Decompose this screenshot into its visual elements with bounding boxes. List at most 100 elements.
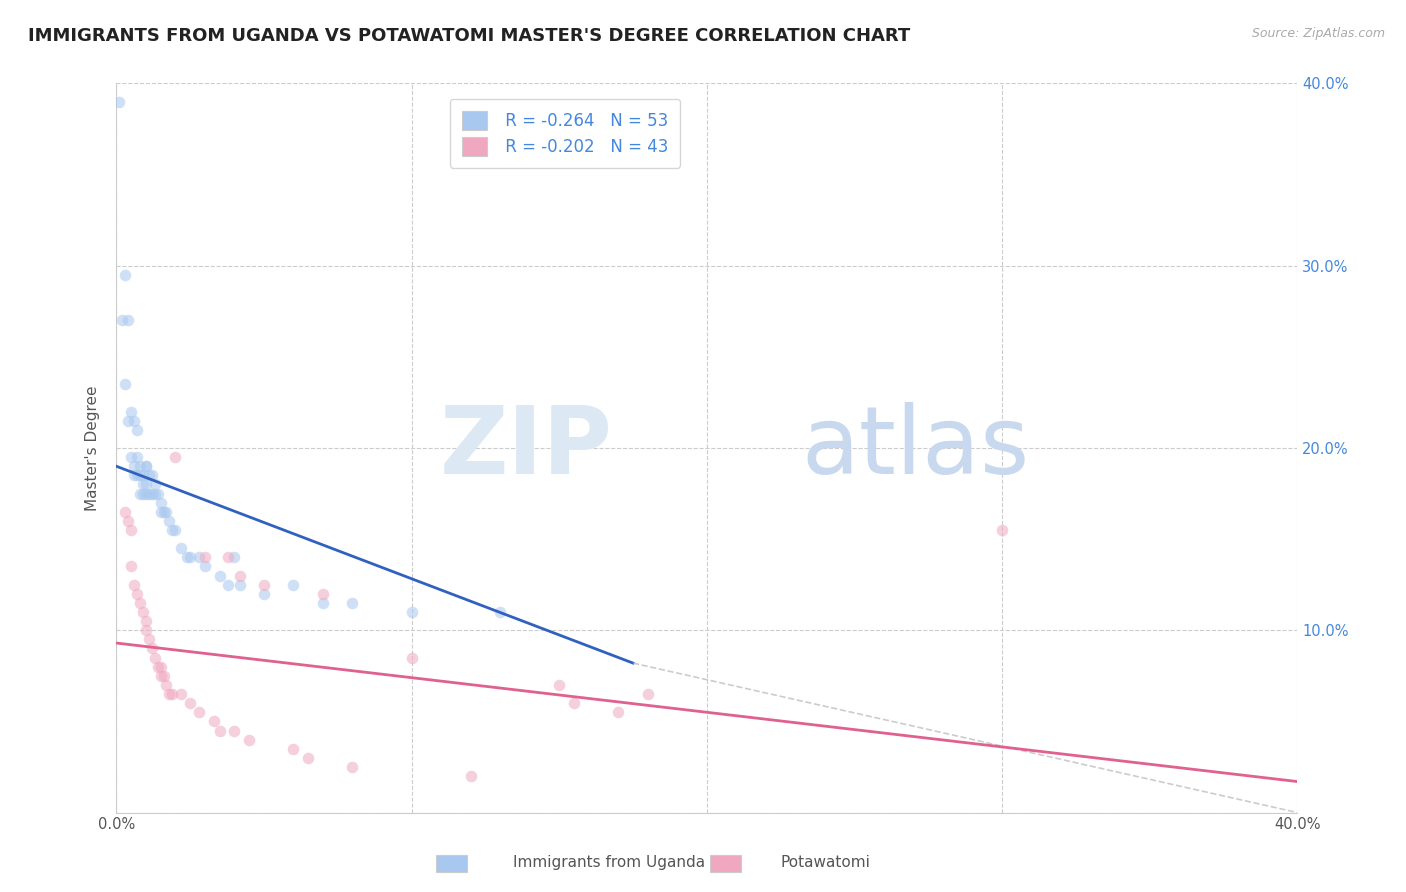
Point — [114, 268, 136, 282]
Point — [128, 596, 150, 610]
Point — [194, 550, 217, 565]
Point — [224, 723, 246, 738]
Point — [229, 568, 252, 582]
Point — [208, 723, 231, 738]
Point — [179, 550, 201, 565]
Point — [125, 423, 148, 437]
Point — [179, 696, 201, 710]
Point — [132, 468, 155, 483]
Point — [143, 486, 166, 500]
Point — [135, 614, 157, 628]
Point — [489, 605, 512, 619]
Point — [342, 760, 364, 774]
Point — [114, 505, 136, 519]
Point — [111, 313, 134, 327]
Point — [117, 313, 139, 327]
Point — [122, 577, 145, 591]
Point — [176, 550, 198, 565]
Point — [607, 706, 630, 720]
Point — [120, 559, 142, 574]
Point — [238, 732, 260, 747]
Point — [125, 450, 148, 464]
Point — [562, 696, 585, 710]
Point — [312, 587, 335, 601]
Point — [217, 550, 239, 565]
Point — [132, 605, 155, 619]
Point — [202, 714, 225, 729]
Point — [187, 706, 209, 720]
Point — [143, 650, 166, 665]
Point — [155, 678, 177, 692]
Text: Potawatomi: Potawatomi — [780, 855, 870, 870]
Point — [194, 559, 217, 574]
Point — [146, 659, 169, 673]
Point — [224, 550, 246, 565]
Point — [149, 496, 172, 510]
Point — [460, 769, 482, 783]
Point — [637, 687, 659, 701]
Point — [141, 468, 163, 483]
Point — [229, 577, 252, 591]
Point — [149, 505, 172, 519]
Point — [283, 741, 305, 756]
Point — [401, 605, 423, 619]
Point — [253, 577, 276, 591]
Point — [548, 678, 571, 692]
Point — [149, 669, 172, 683]
Text: ZIP: ZIP — [440, 402, 613, 494]
Point — [187, 550, 209, 565]
Point — [152, 669, 174, 683]
Point — [135, 477, 157, 491]
Point — [162, 687, 184, 701]
Point — [135, 624, 157, 638]
Point — [125, 468, 148, 483]
Point — [128, 459, 150, 474]
Point — [122, 468, 145, 483]
Point — [132, 477, 155, 491]
Point — [152, 505, 174, 519]
Point — [128, 486, 150, 500]
Point — [138, 468, 160, 483]
Point — [253, 587, 276, 601]
Y-axis label: Master's Degree: Master's Degree — [86, 385, 100, 511]
Point — [217, 577, 239, 591]
Point — [141, 486, 163, 500]
Point — [165, 450, 187, 464]
Point — [149, 659, 172, 673]
Point — [122, 459, 145, 474]
Text: Source: ZipAtlas.com: Source: ZipAtlas.com — [1251, 27, 1385, 40]
Point — [141, 641, 163, 656]
Point — [125, 587, 148, 601]
Point — [170, 541, 193, 556]
Text: IMMIGRANTS FROM UGANDA VS POTAWATOMI MASTER'S DEGREE CORRELATION CHART: IMMIGRANTS FROM UGANDA VS POTAWATOMI MAS… — [28, 27, 910, 45]
Point — [143, 477, 166, 491]
Point — [120, 523, 142, 537]
Point — [165, 523, 187, 537]
Point — [122, 414, 145, 428]
Point — [132, 486, 155, 500]
Legend:  R = -0.264   N = 53,  R = -0.202   N = 43: R = -0.264 N = 53, R = -0.202 N = 43 — [450, 99, 681, 168]
Text: Immigrants from Uganda: Immigrants from Uganda — [513, 855, 706, 870]
Point — [120, 404, 142, 418]
Point — [117, 414, 139, 428]
Text: atlas: atlas — [801, 402, 1029, 494]
Point — [342, 596, 364, 610]
Point — [208, 568, 231, 582]
Point — [138, 486, 160, 500]
Point — [117, 514, 139, 528]
Point — [157, 687, 180, 701]
Point — [138, 632, 160, 647]
Point — [155, 505, 177, 519]
Point — [146, 486, 169, 500]
Point — [135, 459, 157, 474]
Point — [170, 687, 193, 701]
Point — [157, 514, 180, 528]
Point — [135, 459, 157, 474]
Point — [401, 650, 423, 665]
Point — [108, 95, 131, 109]
Point — [162, 523, 184, 537]
Point — [283, 577, 305, 591]
Point — [128, 468, 150, 483]
Point — [114, 377, 136, 392]
Point — [120, 450, 142, 464]
